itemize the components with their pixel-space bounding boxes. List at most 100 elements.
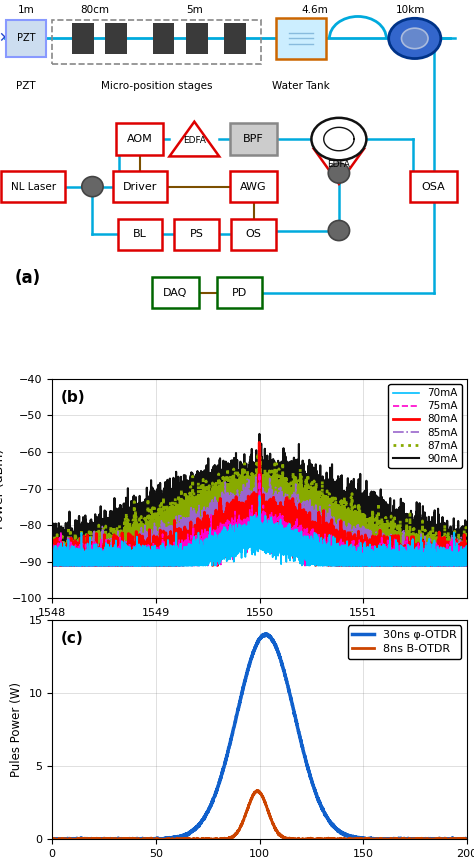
FancyBboxPatch shape [186, 22, 208, 54]
80mA [464, 555, 470, 566]
Text: OSA: OSA [422, 182, 446, 192]
80mA [200, 530, 205, 541]
30ns φ-OTDR [227, 741, 232, 752]
90mA [313, 491, 319, 501]
75mA [49, 561, 55, 571]
80mA [49, 561, 55, 571]
90mA [464, 538, 470, 548]
85mA [50, 561, 55, 571]
Text: (c): (c) [61, 631, 83, 646]
Text: ✕: ✕ [0, 31, 9, 46]
Text: BPF: BPF [243, 134, 264, 144]
8ns B-OTDR [49, 834, 55, 845]
30ns φ-OTDR [411, 833, 417, 844]
Text: PZT: PZT [16, 81, 36, 90]
87mA [200, 499, 205, 510]
Text: 5m: 5m [186, 5, 203, 15]
8ns B-OTDR [255, 786, 261, 796]
80mA [256, 437, 262, 448]
87mA [464, 547, 470, 557]
8ns B-OTDR [456, 834, 462, 845]
FancyBboxPatch shape [152, 277, 199, 308]
90mA [379, 503, 385, 513]
90mA [256, 429, 262, 439]
90mA [357, 498, 363, 508]
87mA [255, 448, 261, 458]
90mA [200, 475, 205, 486]
75mA [256, 468, 262, 478]
Y-axis label: Pules Power (W): Pules Power (W) [10, 682, 23, 777]
Text: Driver: Driver [123, 182, 157, 192]
80mA [49, 556, 55, 567]
FancyBboxPatch shape [1, 171, 65, 202]
70mA [256, 491, 262, 501]
70mA [379, 550, 385, 561]
Text: 4.6m: 4.6m [302, 5, 328, 15]
85mA [464, 548, 470, 559]
8ns B-OTDR [97, 834, 102, 845]
FancyBboxPatch shape [231, 219, 276, 250]
85mA [379, 550, 385, 561]
Line: 70mA: 70mA [52, 496, 467, 566]
8ns B-OTDR [209, 834, 214, 845]
FancyBboxPatch shape [224, 22, 246, 54]
Line: 85mA: 85mA [52, 476, 467, 566]
Ellipse shape [328, 163, 349, 183]
X-axis label: WaveLength (nm): WaveLength (nm) [197, 623, 322, 636]
Text: EDFA: EDFA [183, 136, 206, 146]
80mA [295, 524, 301, 535]
70mA [200, 548, 205, 558]
85mA [49, 553, 55, 563]
85mA [295, 512, 301, 523]
87mA [49, 536, 55, 547]
87mA [379, 539, 385, 549]
Ellipse shape [82, 177, 103, 196]
90mA [50, 561, 55, 571]
70mA [70, 548, 76, 558]
87mA [70, 548, 76, 558]
Line: 75mA: 75mA [52, 473, 467, 566]
Text: (a): (a) [14, 269, 40, 287]
30ns φ-OTDR [121, 834, 127, 845]
80mA [357, 548, 363, 559]
75mA [49, 560, 55, 570]
Circle shape [311, 118, 366, 160]
30ns φ-OTDR [263, 629, 268, 639]
Text: PD: PD [232, 288, 247, 298]
Line: 8ns B-OTDR: 8ns B-OTDR [52, 791, 467, 839]
Line: 30ns φ-OTDR: 30ns φ-OTDR [52, 634, 467, 839]
Circle shape [401, 28, 428, 49]
87mA [295, 497, 301, 507]
Text: Micro-position stages: Micro-position stages [100, 81, 212, 90]
Ellipse shape [328, 220, 349, 240]
85mA [200, 523, 205, 534]
70mA [49, 561, 55, 571]
Circle shape [389, 18, 441, 59]
30ns φ-OTDR [209, 800, 214, 810]
Text: Water Tank: Water Tank [272, 81, 330, 90]
90mA [70, 536, 76, 546]
FancyBboxPatch shape [112, 171, 167, 202]
80mA [313, 523, 319, 533]
Polygon shape [314, 149, 364, 184]
Text: PZT: PZT [17, 34, 36, 43]
75mA [464, 561, 470, 571]
FancyBboxPatch shape [410, 171, 457, 202]
FancyBboxPatch shape [6, 20, 46, 57]
8ns B-OTDR [121, 834, 127, 845]
FancyBboxPatch shape [153, 22, 174, 54]
70mA [464, 549, 470, 560]
30ns φ-OTDR [49, 834, 55, 845]
Text: 1m: 1m [18, 5, 35, 15]
Line: 90mA: 90mA [52, 434, 467, 566]
Text: NL Laser: NL Laser [10, 182, 56, 192]
30ns φ-OTDR [456, 834, 462, 845]
Y-axis label: Power (dBm): Power (dBm) [0, 449, 7, 529]
85mA [313, 523, 319, 533]
30ns φ-OTDR [49, 834, 55, 845]
90mA [295, 491, 301, 501]
70mA [49, 545, 55, 555]
Text: OS: OS [246, 229, 262, 239]
80mA [70, 561, 76, 571]
75mA [200, 546, 205, 556]
